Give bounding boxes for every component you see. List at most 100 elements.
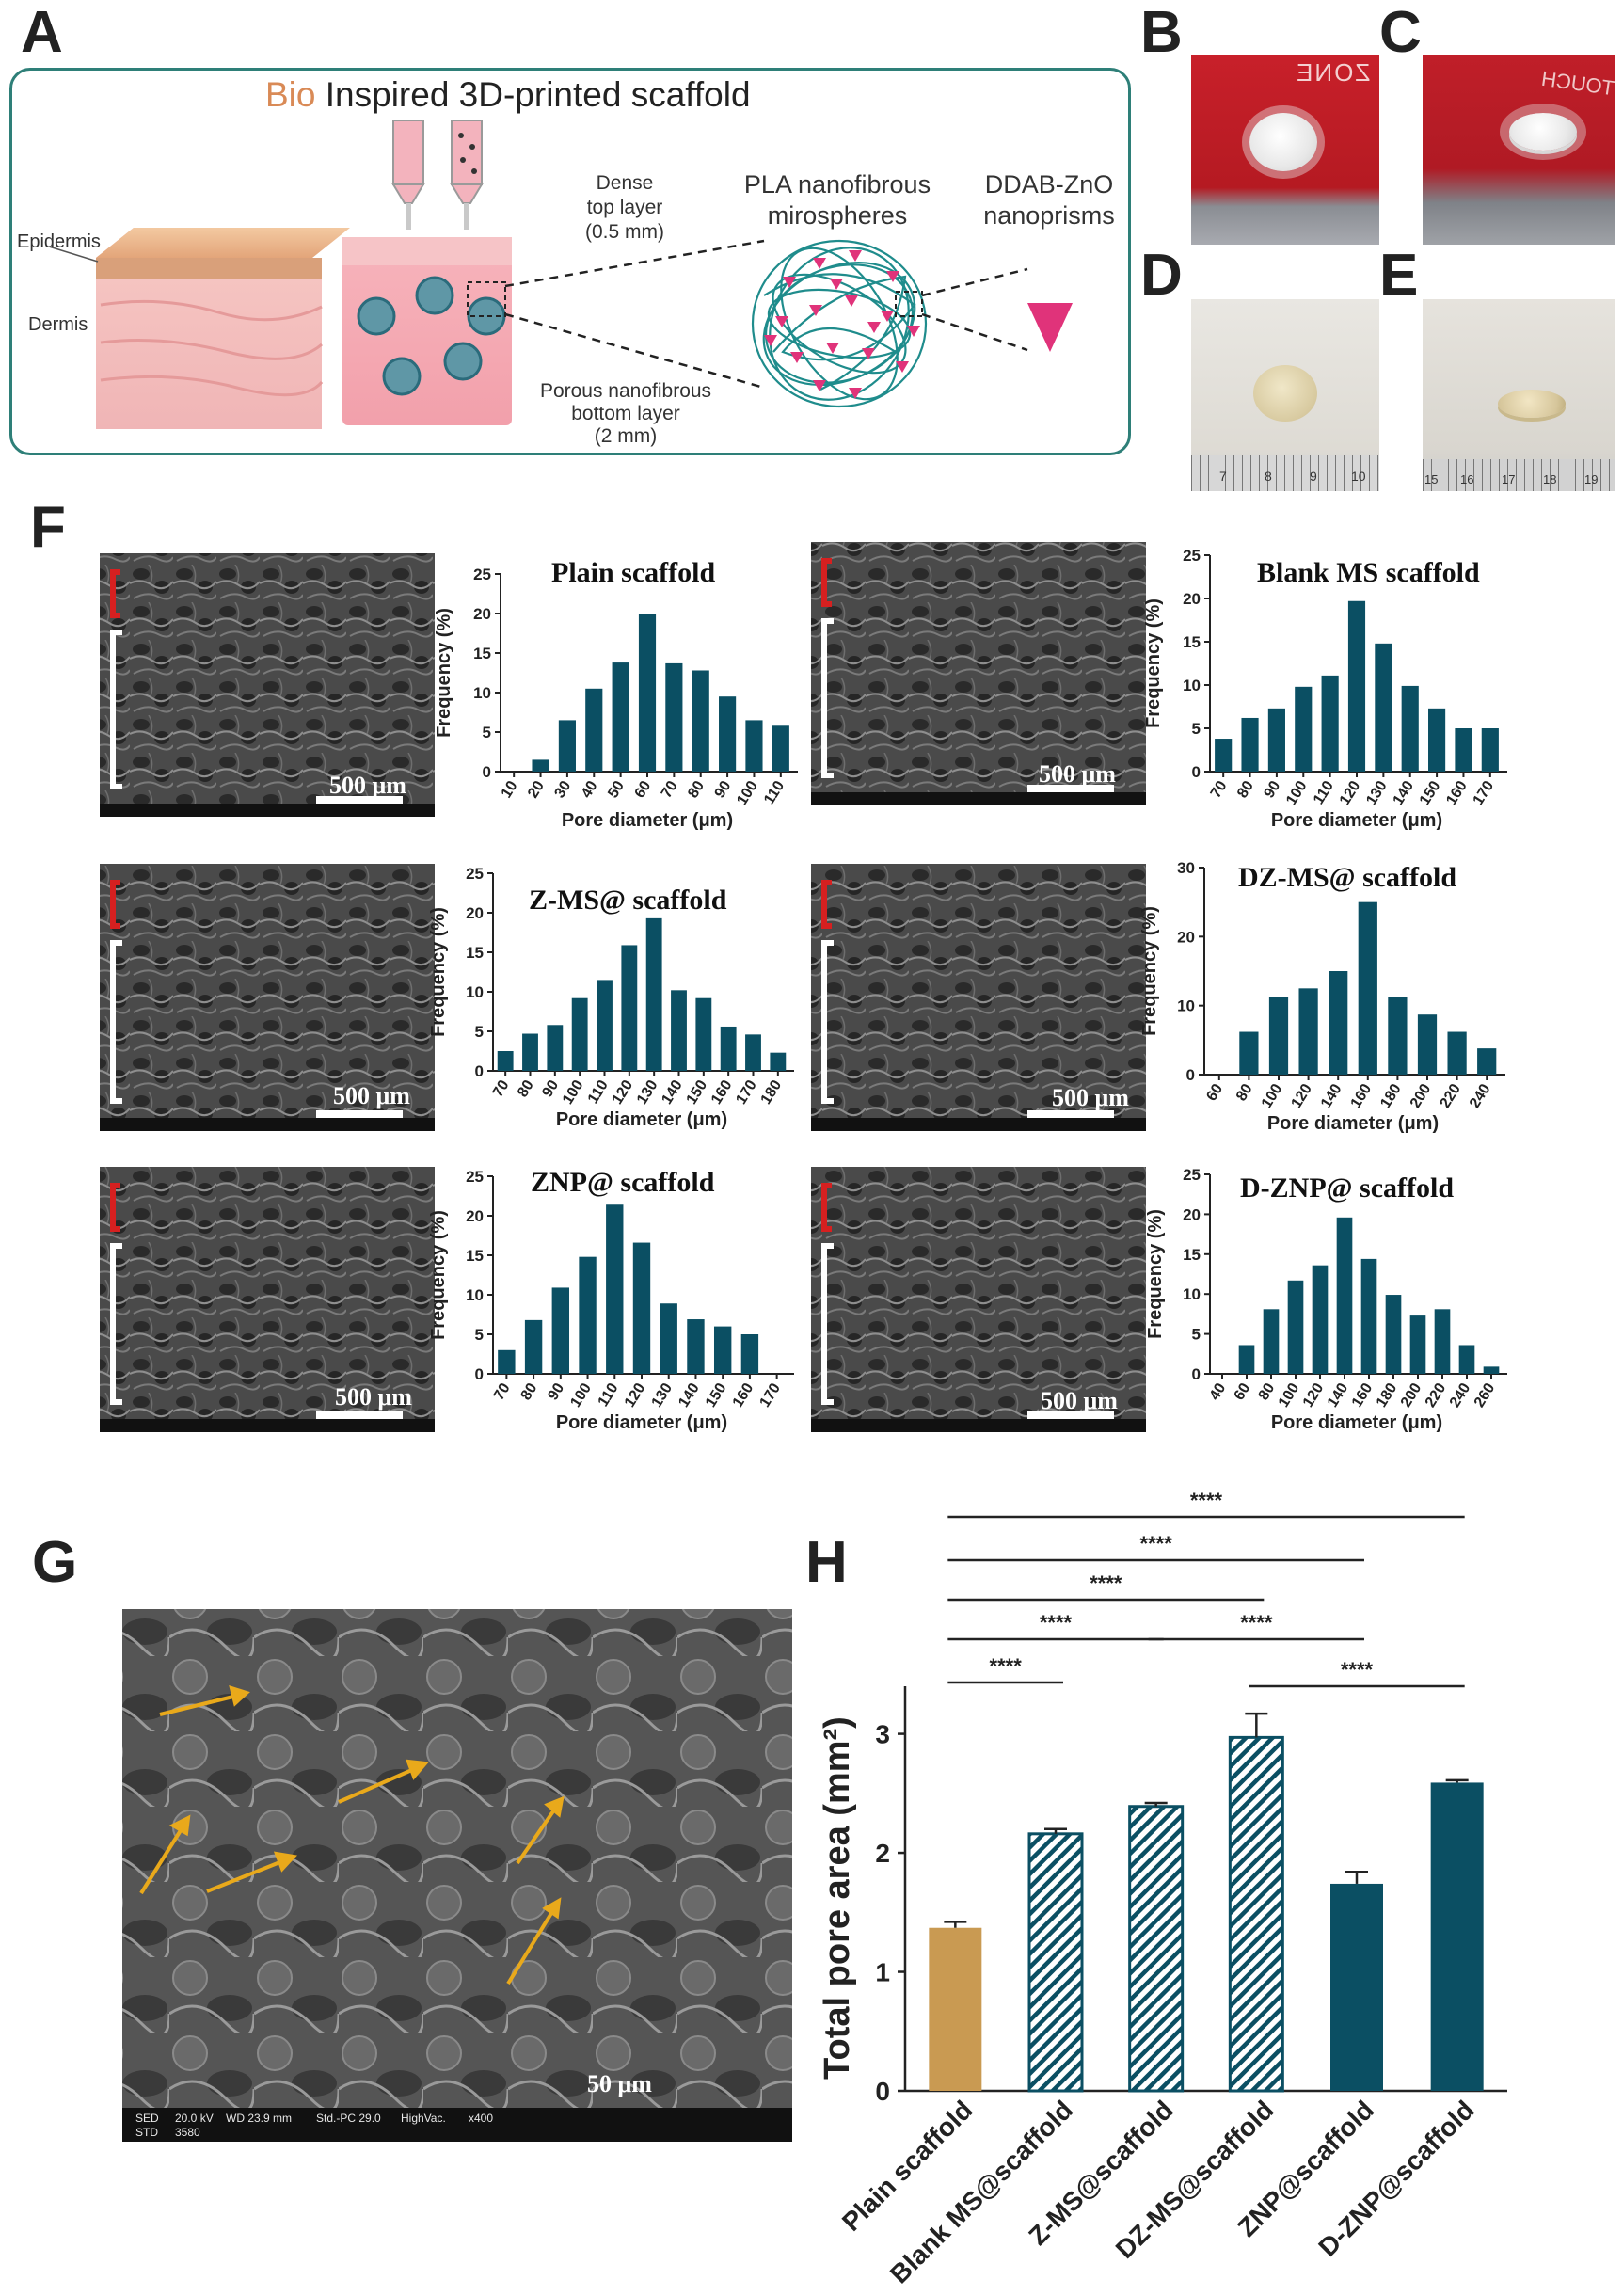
sem-infobar-2 [100, 1118, 435, 1131]
hist-5-bar [1287, 1280, 1304, 1374]
hist-0-xtick-label: 90 [712, 778, 735, 801]
hist-1-bar [1295, 686, 1313, 772]
hist-5-xtick-label: 60 [1232, 1380, 1254, 1403]
nanoprism-dots [764, 250, 920, 399]
hist-title-znp: ZNP@ scaffold [531, 1167, 715, 1198]
hist-5-ytick-label: 15 [1183, 1246, 1201, 1264]
hist-2-xlabel: Pore diameter (μm) [556, 1109, 727, 1130]
hist-0-ytick-label: 5 [483, 724, 491, 741]
photo-d: 7 8 9 10 [1191, 299, 1379, 491]
hist-4-bar [551, 1287, 570, 1374]
hist-1-ytick-label: 0 [1192, 763, 1201, 781]
porous-line-1: Porous nanofibrous [539, 380, 712, 402]
hist-0-bar [558, 720, 576, 772]
ddab-line-1: DDAB-ZnO [984, 170, 1114, 199]
hist-1-xtick-label: 170 [1471, 778, 1498, 808]
ruler-d-tick-8: 8 [1265, 469, 1272, 484]
dermis-label: Dermis [28, 314, 88, 335]
red-bracket-1 [821, 558, 832, 607]
sem-infobar-3 [811, 1118, 1146, 1131]
sem-annotations [100, 558, 1146, 2123]
hist-1-bar [1428, 708, 1446, 772]
nanoprism-large [1027, 303, 1073, 352]
white-bracket-1 [821, 618, 834, 778]
g-info-std-pc: Std.-PC 29.0 [316, 2112, 381, 2125]
h-sig-label: **** [1190, 1489, 1223, 1512]
hist-2-bar [671, 990, 687, 1071]
hist-5-ytick-label: 5 [1192, 1326, 1201, 1344]
hist-4-bar [606, 1204, 624, 1374]
hist-4-bar [579, 1256, 597, 1374]
hist-2-bar [720, 1026, 737, 1071]
hist-2-xtick-label: 110 [585, 1077, 612, 1107]
hist-1-ytick-label: 25 [1183, 547, 1201, 565]
hist-3-bar [1358, 901, 1377, 1075]
hist-1-xtick-label: 150 [1417, 778, 1444, 808]
hist-5-ytick-label: 10 [1183, 1285, 1201, 1303]
hist-0-bar [612, 662, 629, 772]
photo-e: 15 16 17 18 19 [1423, 299, 1615, 491]
white-bracket-5 [821, 1243, 834, 1405]
hist-4-bar [498, 1349, 516, 1374]
hist-1-bar [1267, 708, 1285, 772]
photo-d-disc [1253, 365, 1317, 422]
white-bracket-2 [110, 940, 122, 1104]
hist-3-ylabel: Frequency (%) [1139, 906, 1160, 1036]
scale-label-dz-ms: 500 μm [1052, 1084, 1129, 1111]
h-ytick-label: 0 [875, 2077, 890, 2106]
hist-1-bar [1215, 739, 1233, 772]
panel-label-h: H [805, 1530, 848, 1595]
dense-line-1: Dense [596, 172, 654, 194]
photo-e-disc [1498, 390, 1566, 418]
epidermis-label: Epidermis [17, 231, 101, 252]
hist-0-ytick-label: 15 [473, 645, 491, 662]
hist-1-ytick-label: 5 [1192, 720, 1201, 738]
hist-0-xtick-label: 60 [632, 778, 655, 801]
hist-3-xtick-label: 220 [1437, 1081, 1464, 1111]
hist-5-xtick-label: 140 [1325, 1380, 1352, 1411]
ruler-e-tick-16: 16 [1460, 472, 1474, 486]
hist-0-bar [772, 725, 789, 772]
hist-2-xtick-label: 180 [758, 1077, 786, 1108]
ddab-label: DDAB-ZnO nanoprisms [969, 169, 1129, 231]
hist-5-bar [1360, 1258, 1377, 1374]
scale-label-g: 50 μm [587, 2070, 652, 2097]
hist-5-bar [1312, 1265, 1329, 1374]
hist-3-ytick-label: 20 [1177, 928, 1195, 946]
hist-4-bar [713, 1326, 732, 1374]
hist-2-bar [522, 1033, 538, 1071]
hist-4-xtick-label: 150 [703, 1380, 730, 1411]
hist-0-xtick-label: 80 [685, 778, 708, 801]
hist-2-bar [770, 1052, 787, 1071]
hist-2-bar [547, 1025, 564, 1071]
hist-4-xtick-label: 130 [649, 1380, 676, 1411]
hist-2-xtick-label: 140 [659, 1077, 686, 1108]
white-bracket-3 [821, 940, 834, 1104]
panel-label-f: F [30, 495, 66, 560]
hist-4-ytick-label: 25 [466, 1168, 484, 1186]
hist-4-ytick-label: 20 [466, 1207, 484, 1225]
hist-4-bar [524, 1319, 543, 1374]
sem-infobar-4 [100, 1419, 435, 1432]
ruler-e-tick-19: 19 [1584, 472, 1599, 486]
pla-line-2: mirospheres [767, 201, 908, 230]
hist-3-bar [1388, 997, 1408, 1075]
dense-layer-label: Dense top layer (0.5 mm) [568, 171, 681, 245]
hist-5-xtick-label: 80 [1256, 1380, 1279, 1403]
h-ytick-label: 1 [875, 1958, 890, 1987]
hist-2-ytick-label: 5 [475, 1023, 484, 1041]
sem-g-infobar: SED 20.0 kV WD 23.9 mm Std.-PC 29.0 High… [122, 2108, 792, 2142]
hist-3-bar [1268, 997, 1289, 1075]
hist-5-xtick-label: 200 [1398, 1380, 1425, 1411]
hist-5-bar [1385, 1295, 1402, 1374]
hist-1-ylabel: Frequency (%) [1143, 598, 1164, 728]
hist-0-ytick-label: 10 [473, 684, 491, 702]
h-xtick-label: Blank MS@scaffold [884, 2095, 1078, 2288]
ruler-d-tick-10: 10 [1351, 469, 1366, 484]
hist-3-xtick-label: 120 [1288, 1081, 1315, 1111]
hist-3-ytick-label: 0 [1186, 1066, 1195, 1084]
hist-4-bar [660, 1303, 677, 1374]
g-info-std: STD [135, 2126, 158, 2139]
hist-1-xtick-label: 90 [1261, 778, 1283, 801]
